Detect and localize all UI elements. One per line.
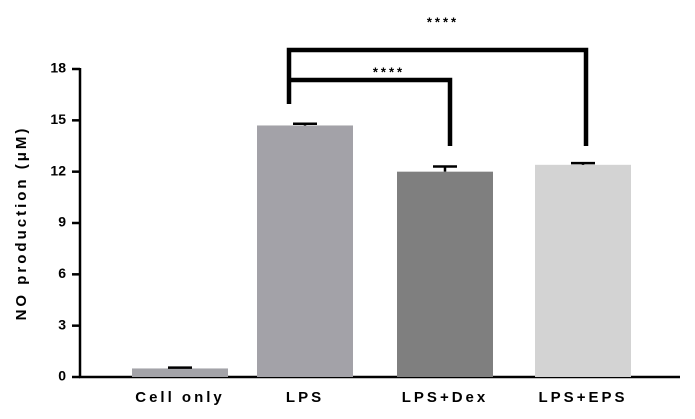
significance-label: **** xyxy=(427,14,459,29)
bar xyxy=(132,368,228,377)
significance-label: **** xyxy=(373,64,405,79)
bar xyxy=(535,164,631,377)
x-tick-label: LPS+Dex xyxy=(402,389,488,406)
error-bar xyxy=(571,161,595,165)
y-tick-label: 6 xyxy=(58,265,66,281)
bar xyxy=(397,171,493,377)
error-bar xyxy=(293,122,317,126)
error-bar xyxy=(168,366,192,369)
significance-bracket xyxy=(286,47,589,146)
y-tick-label: 12 xyxy=(50,162,66,178)
y-tick-label: 3 xyxy=(58,316,66,332)
significance-bracket xyxy=(289,77,453,146)
y-tick-label: 0 xyxy=(58,368,66,384)
y-tick-label: 18 xyxy=(50,60,66,76)
x-tick-label: LPS xyxy=(286,389,324,406)
bar xyxy=(257,125,353,377)
y-tick-label: 9 xyxy=(58,214,66,230)
y-axis-label: NO production (μM) xyxy=(13,126,30,321)
x-tick-label: LPS+EPS xyxy=(539,389,628,406)
error-bar xyxy=(433,165,457,172)
y-tick-label: 15 xyxy=(50,111,66,127)
x-tick-label: Cell only xyxy=(135,389,225,406)
